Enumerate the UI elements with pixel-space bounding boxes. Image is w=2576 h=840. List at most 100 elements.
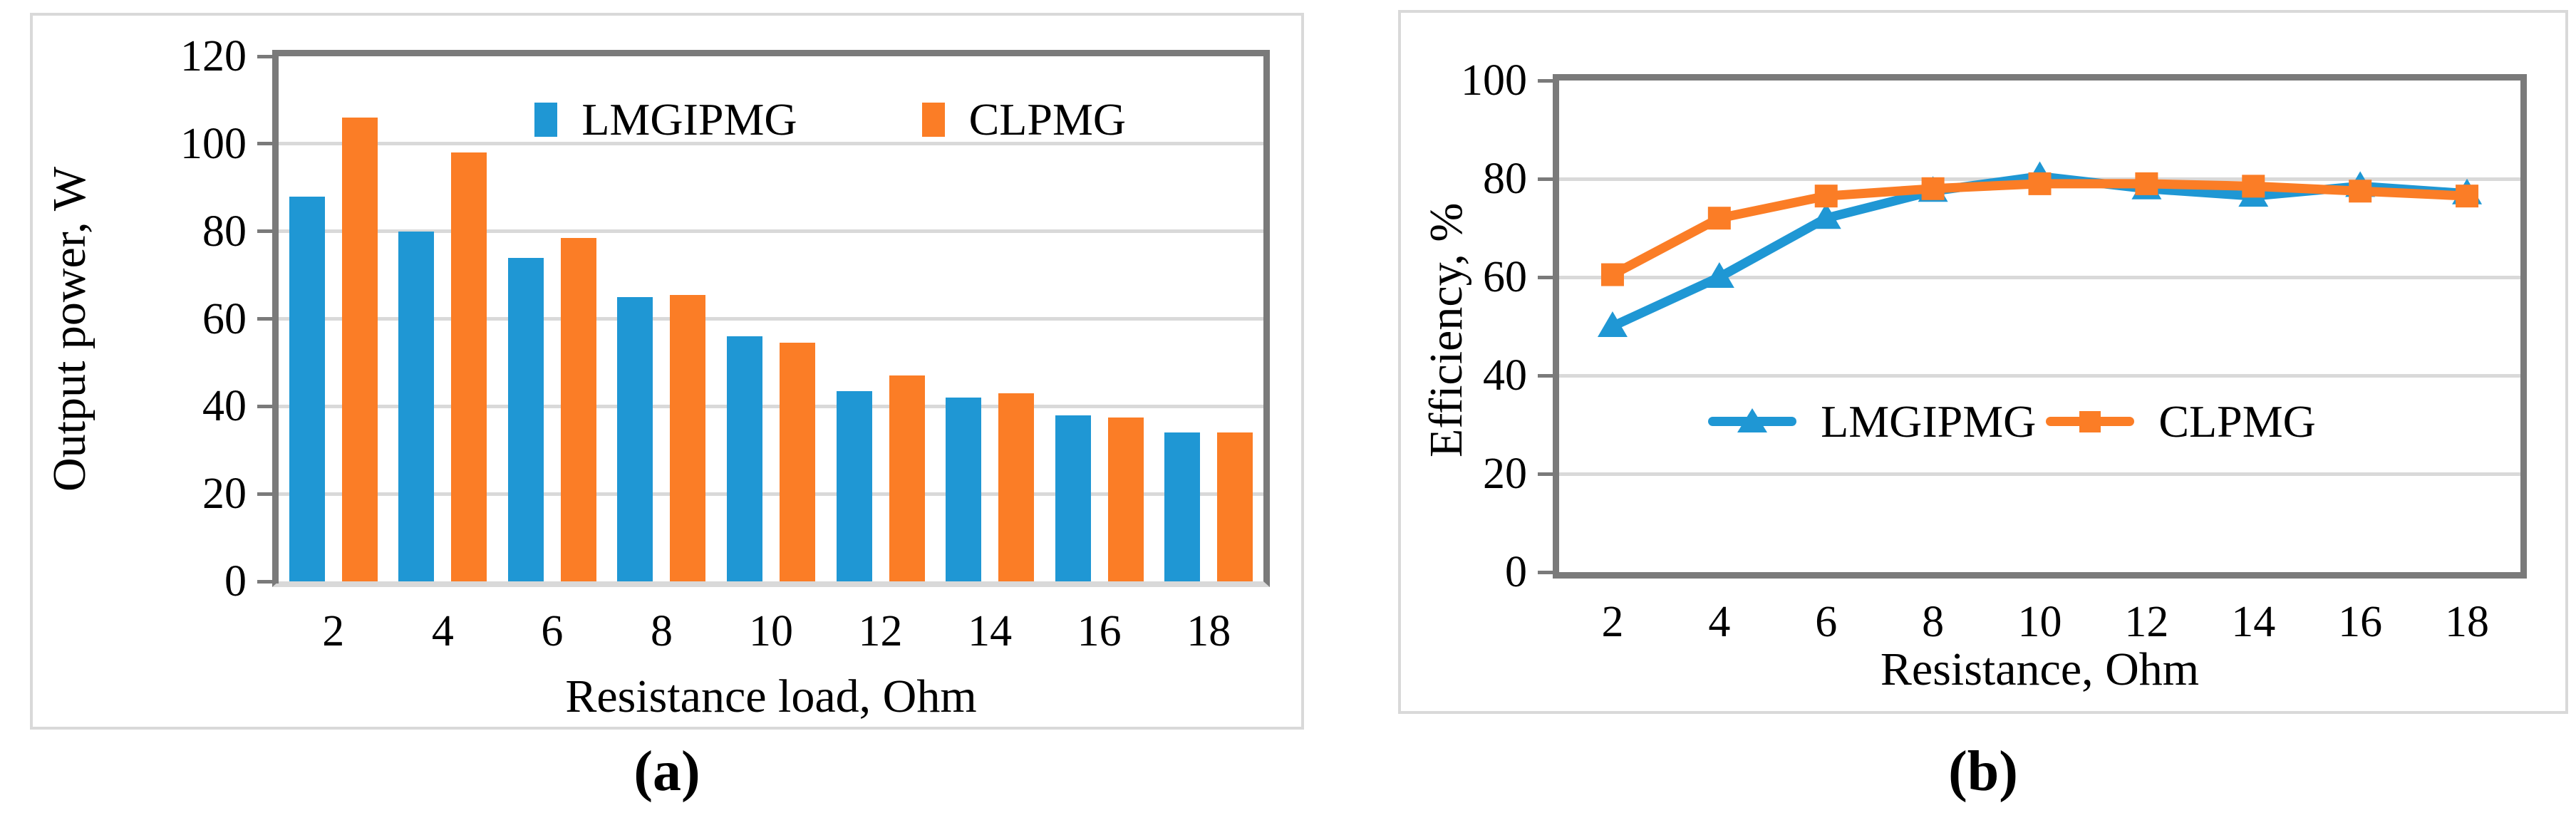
y-tick-mark bbox=[1538, 570, 1559, 574]
y-tick-label: 80 bbox=[202, 207, 247, 256]
y-tick-mark bbox=[257, 317, 279, 321]
y-tick-mark bbox=[257, 229, 279, 234]
bar-clpmg bbox=[998, 393, 1035, 581]
square-marker-icon bbox=[2242, 175, 2265, 198]
bar-clpmg bbox=[451, 152, 487, 581]
x-tick-label: 4 bbox=[1708, 598, 1731, 646]
x-tick-label: 16 bbox=[2338, 598, 2383, 646]
x-tick-label: 18 bbox=[2445, 598, 2490, 646]
gridline bbox=[279, 317, 1263, 321]
x-tick-label: 10 bbox=[2017, 598, 2062, 646]
chart-a-y-axis-title: Output power, W bbox=[43, 166, 95, 492]
chart-b-panel: Efficiency, % LMGIPMG CLPMG 0 20 40 60 80 100… bbox=[1398, 10, 2568, 714]
square-marker-icon bbox=[1707, 207, 1731, 230]
legend-item-lmgipmg: LMGIPMG bbox=[534, 93, 797, 146]
legend-label-lmgipmg: LMGIPMG bbox=[581, 94, 797, 145]
x-tick-label: 12 bbox=[858, 607, 903, 655]
y-tick-mark bbox=[257, 142, 279, 146]
y-tick-label: 60 bbox=[1483, 253, 1527, 301]
gridline bbox=[279, 142, 1263, 146]
x-tick-label: 2 bbox=[322, 607, 345, 655]
x-tick-label: 8 bbox=[650, 607, 673, 655]
bar-lmgipmg bbox=[398, 231, 435, 581]
chart-b-x-axis-title: Resistance, Ohm bbox=[1880, 643, 2200, 695]
lmgipmg-swatch-icon bbox=[534, 103, 558, 137]
y-tick-mark bbox=[257, 404, 279, 408]
y-tick-mark bbox=[1538, 472, 1559, 476]
square-marker-icon bbox=[2135, 172, 2158, 195]
x-tick-label: 4 bbox=[431, 607, 454, 655]
legend-item-lmgipmg: LMGIPMG bbox=[1708, 395, 2036, 448]
y-tick-label: 60 bbox=[202, 294, 247, 343]
y-tick-mark bbox=[257, 54, 279, 58]
bar-clpmg bbox=[1107, 417, 1144, 581]
x-tick-label: 10 bbox=[749, 607, 793, 655]
y-tick-mark bbox=[1538, 373, 1559, 378]
y-tick-label: 0 bbox=[224, 557, 247, 606]
y-tick-label: 20 bbox=[202, 470, 247, 519]
lmgipmg-line-marker-icon bbox=[1708, 408, 1797, 432]
square-marker-icon bbox=[1814, 185, 1838, 208]
chart-a-plot: LMGIPMG CLPMG 0 20 40 60 80 100 120 2 4 6 8 10 12 14 1… bbox=[180, 32, 1270, 655]
y-tick-label: 0 bbox=[1505, 548, 1527, 596]
x-tick-label: 6 bbox=[1815, 598, 1838, 646]
gridline bbox=[1559, 275, 2520, 279]
bar-clpmg bbox=[560, 237, 596, 581]
gridline bbox=[279, 229, 1263, 234]
chart-b-legend: LMGIPMG CLPMG bbox=[1708, 395, 2316, 448]
bar-lmgipmg bbox=[836, 390, 872, 581]
bar-lmgipmg bbox=[1164, 432, 1201, 581]
bar-lmgipmg bbox=[289, 196, 325, 581]
gridline bbox=[1559, 472, 2520, 476]
x-tick-label: 12 bbox=[2124, 598, 2169, 646]
caption-a: (a) bbox=[633, 740, 700, 803]
legend-item-clpmg: CLPMG bbox=[2046, 395, 2316, 448]
gridline bbox=[1559, 373, 2520, 378]
x-tick-label: 18 bbox=[1186, 607, 1231, 655]
y-tick-mark bbox=[1538, 275, 1559, 279]
x-tick-label: 2 bbox=[1601, 598, 1624, 646]
y-tick-label: 80 bbox=[1483, 155, 1527, 203]
caption-b: (b) bbox=[1948, 740, 2018, 803]
bar-clpmg bbox=[341, 117, 378, 581]
x-tick-label: 8 bbox=[1922, 598, 1945, 646]
y-tick-mark bbox=[257, 579, 279, 584]
triangle-marker-icon bbox=[1737, 408, 1768, 432]
y-tick-label: 40 bbox=[1483, 351, 1527, 400]
square-marker-icon bbox=[1600, 263, 1624, 286]
y-tick-mark bbox=[257, 492, 279, 496]
series-line-lmgipmg bbox=[1608, 172, 2472, 331]
triangle-marker-icon bbox=[1597, 311, 1628, 337]
x-tick-label: 14 bbox=[2231, 598, 2276, 646]
x-tick-label: 6 bbox=[541, 607, 564, 655]
efficiency-lines bbox=[1597, 161, 2483, 337]
legend-item-clpmg: CLPMG bbox=[921, 93, 1126, 146]
bar-clpmg bbox=[780, 343, 815, 581]
bar-lmgipmg bbox=[727, 336, 762, 581]
gridline bbox=[279, 492, 1263, 496]
chart-a-legend: LMGIPMG CLPMG bbox=[534, 93, 1126, 146]
bar-lmgipmg bbox=[617, 296, 653, 581]
bar-lmgipmg bbox=[946, 398, 982, 581]
y-tick-label: 20 bbox=[1483, 450, 1527, 498]
bar-clpmg bbox=[1217, 432, 1253, 581]
y-tick-label: 120 bbox=[180, 32, 247, 81]
gridline bbox=[279, 404, 1263, 408]
bar-lmgipmg bbox=[507, 257, 544, 581]
triangle-marker-icon bbox=[1811, 203, 1841, 229]
clpmg-line-marker-icon bbox=[2046, 410, 2135, 432]
chart-a-panel: Output power, W LMGIPMG CLPMG 0 20 40 60 80 1… bbox=[30, 13, 1304, 730]
y-tick-mark bbox=[1538, 177, 1559, 181]
legend-label-lmgipmg: LMGIPMG bbox=[1821, 395, 2037, 447]
y-tick-mark bbox=[1538, 78, 1559, 83]
bar-clpmg bbox=[889, 375, 925, 581]
bar-clpmg bbox=[670, 294, 706, 581]
chart-b-plot: LMGIPMG CLPMG 0 20 40 60 80 100 2 4 6 8 10 12 14 16 18 bbox=[1461, 56, 2527, 646]
chart-a-x-axis-title: Resistance load, Ohm bbox=[565, 670, 977, 722]
triangle-marker-icon bbox=[1704, 262, 1734, 288]
x-tick-label: 16 bbox=[1077, 607, 1122, 655]
clpmg-swatch-icon bbox=[921, 103, 945, 137]
bar-lmgipmg bbox=[1055, 415, 1091, 581]
square-marker-icon bbox=[1921, 177, 1945, 200]
square-marker-icon bbox=[2456, 185, 2479, 208]
